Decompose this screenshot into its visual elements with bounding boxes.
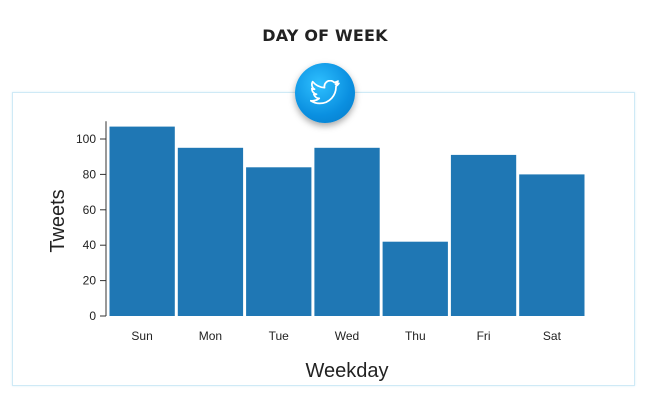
- y-tick-label: 40: [83, 238, 97, 252]
- y-axis-title: Tweets: [47, 189, 69, 252]
- page-title: DAY OF WEEK: [262, 26, 388, 45]
- x-tick-labels: Sun Mon Tue Wed Thu Fri Sat: [131, 329, 561, 343]
- twitter-badge: [295, 63, 355, 123]
- y-tick-label: 60: [83, 203, 97, 217]
- bar-tue: [246, 167, 312, 316]
- y-tick-label: 80: [83, 167, 97, 181]
- x-tick-label: Sun: [131, 329, 152, 343]
- x-tick-label: Tue: [269, 329, 290, 343]
- bar-mon: [177, 147, 244, 316]
- x-tick-label: Fri: [477, 329, 491, 343]
- bar-thu: [382, 241, 448, 316]
- bars-group: [109, 126, 585, 316]
- bar-sun: [109, 126, 175, 316]
- y-tick-label: 0: [89, 309, 96, 323]
- y-axis: 0 20 40 60 80 100: [76, 121, 107, 323]
- twitter-bird-icon: [310, 80, 340, 105]
- x-tick-label: Sat: [543, 329, 562, 343]
- y-tick-label: 20: [83, 274, 97, 288]
- y-tick-label: 100: [76, 132, 96, 146]
- bar-fri: [450, 154, 517, 316]
- bar-wed: [314, 147, 380, 316]
- x-axis-title: Weekday: [305, 360, 388, 382]
- x-tick-label: Thu: [405, 329, 426, 343]
- x-tick-label: Mon: [199, 329, 222, 343]
- bar-sat: [519, 174, 585, 316]
- x-tick-label: Wed: [335, 329, 359, 343]
